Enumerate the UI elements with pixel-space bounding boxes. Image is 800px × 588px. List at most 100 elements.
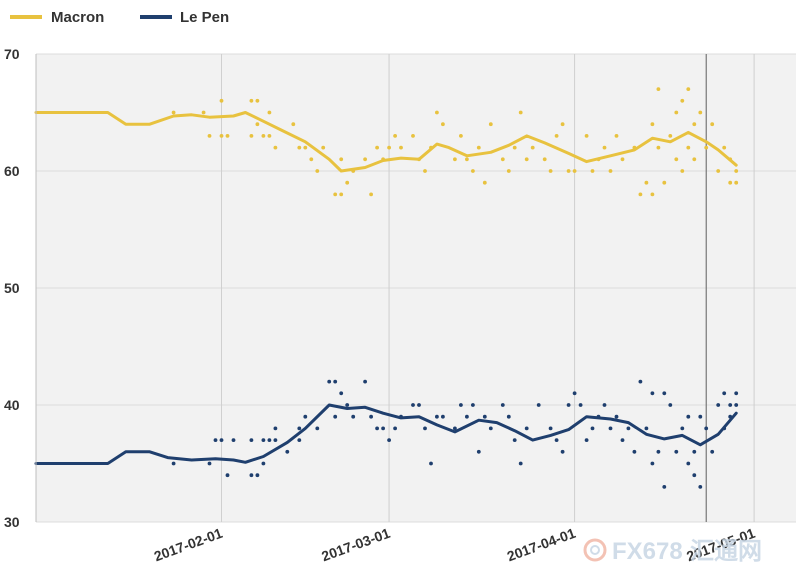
- poll-point-macron-31: [399, 145, 403, 150]
- poll-point-le-pen-84: [716, 403, 721, 407]
- poll-point-le-pen-0: [171, 461, 176, 466]
- poll-point-macron-81: [698, 110, 703, 115]
- poll-point-macron-55: [566, 169, 571, 173]
- poll-point-le-pen-5: [231, 438, 236, 442]
- poll-point-le-pen-11: [267, 438, 272, 442]
- poll-point-macron-16: [303, 145, 308, 150]
- legend-item-le-pen[interactable]: Le Pen: [140, 9, 229, 26]
- poll-point-le-pen-27: [375, 426, 379, 431]
- poll-point-macron-19: [321, 145, 326, 150]
- poll-point-le-pen-18: [315, 426, 320, 431]
- legend-label-macron: Macron: [51, 9, 104, 26]
- poll-point-macron-73: [674, 110, 679, 115]
- poll-point-macron-50: [530, 145, 535, 150]
- poll-point-le-pen-16: [297, 426, 302, 431]
- poll-point-le-pen-49: [524, 426, 529, 431]
- poll-point-macron-36: [435, 110, 439, 115]
- poll-point-le-pen-1: [207, 461, 212, 466]
- poll-point-macron-18: [315, 169, 320, 173]
- poll-point-le-pen-32: [411, 403, 415, 407]
- watermark-logo-icon: [583, 538, 607, 562]
- poll-point-macron-8: [255, 98, 260, 103]
- poll-point-macron-88: [734, 169, 739, 173]
- poll-point-le-pen-54: [566, 403, 571, 407]
- poll-point-le-pen-77: [686, 414, 691, 419]
- y-tick-label-70: 70: [4, 46, 20, 62]
- poll-point-le-pen-74: [674, 449, 679, 454]
- poll-point-macron-40: [465, 157, 469, 162]
- poll-point-le-pen-40: [465, 414, 469, 419]
- poll-point-le-pen-42: [476, 449, 481, 454]
- poll-point-macron-78: [686, 145, 691, 150]
- poll-point-le-pen-41: [471, 403, 475, 407]
- poll-point-le-pen-9: [261, 461, 266, 466]
- poll-point-macron-46: [506, 169, 511, 173]
- poll-point-le-pen-22: [339, 391, 344, 396]
- poll-point-macron-15: [297, 145, 302, 150]
- poll-point-macron-32: [411, 134, 415, 138]
- poll-point-le-pen-86: [722, 391, 727, 396]
- poll-point-macron-44: [488, 122, 493, 127]
- legend-item-macron[interactable]: Macron: [10, 9, 104, 26]
- poll-point-le-pen-64: [626, 426, 631, 431]
- poll-point-le-pen-15: [297, 438, 302, 442]
- poll-point-le-pen-79: [692, 449, 697, 454]
- poll-point-le-pen-47: [512, 438, 517, 442]
- poll-point-le-pen-81: [698, 414, 703, 419]
- y-tick-label-40: 40: [4, 397, 20, 413]
- poll-point-le-pen-48: [518, 461, 523, 466]
- poll-point-macron-47: [512, 145, 517, 150]
- poll-point-le-pen-78: [692, 473, 697, 478]
- poll-point-le-pen-12: [273, 438, 278, 442]
- poll-point-macron-85: [722, 145, 727, 150]
- poll-point-macron-51: [542, 157, 547, 162]
- poll-point-macron-0: [171, 110, 176, 115]
- poll-point-macron-76: [680, 169, 685, 173]
- poll-point-le-pen-26: [369, 414, 373, 419]
- poll-point-macron-14: [291, 122, 296, 127]
- poll-point-le-pen-13: [273, 426, 278, 431]
- poll-point-le-pen-37: [441, 414, 445, 419]
- poll-point-macron-74: [674, 157, 679, 162]
- poll-point-le-pen-35: [429, 461, 433, 466]
- poll-point-macron-56: [572, 169, 577, 173]
- poll-point-le-pen-72: [662, 391, 667, 396]
- poll-point-le-pen-39: [459, 403, 463, 407]
- poll-point-le-pen-67: [644, 426, 649, 431]
- poll-point-macron-1: [201, 110, 206, 115]
- poll-point-le-pen-55: [572, 391, 577, 396]
- poll-point-le-pen-57: [584, 438, 589, 442]
- poll-point-macron-43: [482, 180, 487, 185]
- poll-point-macron-69: [656, 145, 661, 150]
- poll-point-macron-2: [207, 134, 212, 138]
- poll-point-le-pen-50: [536, 403, 541, 407]
- watermark: FX678 汇通网: [583, 538, 762, 565]
- series-macron: [34, 87, 739, 197]
- poll-point-le-pen-21: [333, 414, 338, 419]
- poll-point-macron-6: [249, 98, 254, 103]
- poll-point-macron-48: [518, 110, 523, 115]
- poll-point-le-pen-29: [387, 438, 391, 442]
- x-tick-label-2017-04-01: 2017-04-01: [505, 525, 578, 565]
- poll-point-le-pen-53: [560, 449, 565, 454]
- poll-point-le-pen-80: [698, 485, 703, 489]
- poll-point-le-pen-63: [620, 438, 625, 442]
- poll-point-macron-83: [710, 122, 715, 127]
- poll-point-le-pen-14: [285, 449, 290, 454]
- y-tick-label-60: 60: [4, 163, 20, 179]
- poll-point-le-pen-61: [608, 426, 613, 431]
- poll-point-macron-68: [650, 192, 655, 197]
- poll-point-macron-84: [716, 169, 721, 173]
- poll-point-le-pen-60: [602, 403, 607, 407]
- poll-point-le-pen-10: [261, 438, 266, 442]
- poll-point-macron-54: [560, 122, 565, 127]
- poll-point-le-pen-71: [662, 485, 667, 489]
- poll-point-macron-10: [261, 134, 266, 138]
- y-tick-label-30: 30: [4, 514, 20, 530]
- poll-point-le-pen-38: [453, 426, 457, 431]
- poll-point-le-pen-2: [213, 438, 218, 442]
- poll-point-macron-60: [602, 145, 607, 150]
- poll-point-macron-63: [620, 157, 625, 162]
- x-tick-label-2017-03-01: 2017-03-01: [319, 525, 392, 565]
- legend: Macron Le Pen: [10, 9, 229, 26]
